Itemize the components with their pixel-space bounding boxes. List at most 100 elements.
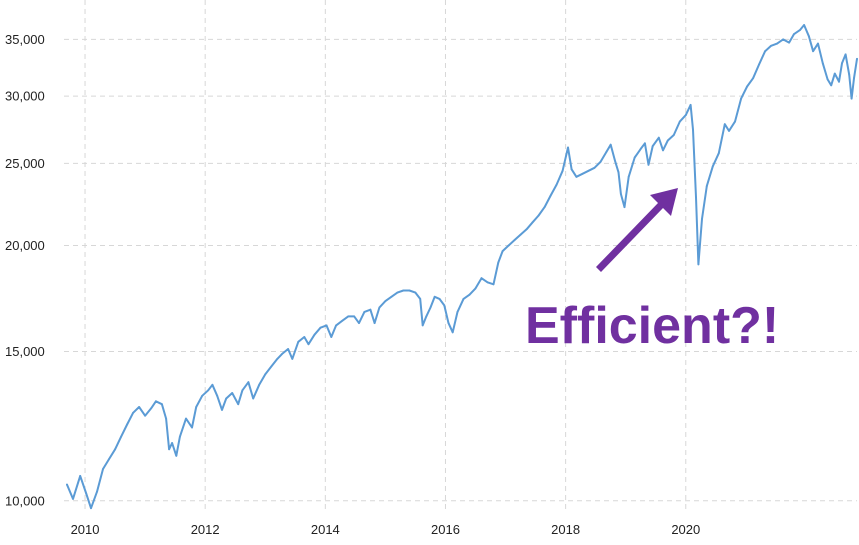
data-point xyxy=(570,168,573,171)
data-point xyxy=(853,77,855,80)
data-point xyxy=(821,62,824,65)
data-point xyxy=(782,38,784,41)
data-point xyxy=(507,244,510,247)
data-point xyxy=(108,458,110,460)
data-point xyxy=(433,295,436,298)
data-point xyxy=(221,409,223,411)
grid-lines xyxy=(64,0,857,512)
data-point xyxy=(519,233,522,236)
data-point xyxy=(575,175,578,178)
annotation-arrow xyxy=(596,188,678,272)
y-tick-label: 25,000 xyxy=(5,156,45,171)
x-tick-label: 2014 xyxy=(311,522,340,537)
data-point xyxy=(627,175,630,178)
data-point xyxy=(599,161,602,163)
data-point xyxy=(347,315,350,318)
data-point xyxy=(144,414,147,417)
y-tick-label: 10,000 xyxy=(5,493,45,508)
data-point xyxy=(692,128,694,131)
data-point xyxy=(697,263,700,266)
data-point xyxy=(537,214,540,217)
data-point xyxy=(587,169,590,172)
data-point xyxy=(752,77,754,80)
data-point xyxy=(844,53,847,56)
data-point xyxy=(138,406,141,408)
data-point xyxy=(171,442,174,444)
series-layer xyxy=(66,24,858,510)
data-point xyxy=(373,322,376,324)
data-point xyxy=(390,295,393,298)
data-point xyxy=(429,306,432,309)
data-point xyxy=(651,145,654,148)
data-point xyxy=(425,315,428,318)
data-point xyxy=(201,394,204,397)
data-point xyxy=(369,308,372,311)
x-tick-label: 2010 xyxy=(71,522,100,537)
data-point xyxy=(717,152,720,155)
data-point xyxy=(701,218,703,220)
data-point xyxy=(623,206,626,209)
data-point xyxy=(841,62,843,65)
data-point xyxy=(247,381,250,384)
data-point xyxy=(341,319,344,322)
data-point xyxy=(179,435,181,438)
data-point xyxy=(264,373,267,376)
y-tick-label: 20,000 xyxy=(5,238,45,253)
x-tick-label: 2018 xyxy=(551,522,580,537)
y-tick-label: 30,000 xyxy=(5,89,45,104)
data-point xyxy=(567,146,569,149)
x-tick-label: 2012 xyxy=(191,522,220,537)
data-point xyxy=(705,185,708,188)
data-point xyxy=(633,156,636,159)
data-point xyxy=(605,150,608,153)
data-point xyxy=(456,311,459,313)
data-point xyxy=(120,435,122,438)
data-point xyxy=(313,333,316,336)
data-point xyxy=(85,492,88,495)
data-point xyxy=(555,183,558,186)
data-point xyxy=(90,507,92,510)
data-point xyxy=(817,42,819,45)
data-point xyxy=(237,403,240,406)
data-point xyxy=(850,97,853,100)
data-point xyxy=(740,97,742,100)
data-point xyxy=(492,283,495,286)
data-point xyxy=(252,397,255,400)
data-point xyxy=(79,475,82,477)
data-point xyxy=(647,163,650,166)
data-point xyxy=(474,287,477,290)
data-point xyxy=(531,221,534,224)
data-point xyxy=(447,322,450,324)
data-point xyxy=(639,148,642,150)
data-point xyxy=(728,130,730,132)
data-point xyxy=(609,143,612,146)
data-point xyxy=(808,35,810,38)
data-point xyxy=(581,172,584,175)
data-point xyxy=(438,298,441,300)
data-point xyxy=(833,72,836,75)
data-point xyxy=(593,166,596,169)
data-point xyxy=(330,336,333,338)
x-tick-label: 2016 xyxy=(431,522,460,537)
data-point xyxy=(711,165,714,168)
data-point xyxy=(396,291,399,294)
data-point xyxy=(617,171,620,174)
data-point xyxy=(462,298,465,300)
data-point xyxy=(486,281,489,284)
data-point xyxy=(614,159,616,162)
data-point xyxy=(644,142,646,145)
data-point xyxy=(297,340,300,343)
data-point xyxy=(155,400,157,403)
data-point xyxy=(281,353,283,355)
data-point xyxy=(66,483,68,486)
data-point xyxy=(525,228,528,231)
data-point xyxy=(402,289,405,292)
y-tick-label: 15,000 xyxy=(5,344,45,359)
data-point xyxy=(126,423,128,426)
y-tick-label: 35,000 xyxy=(5,32,45,47)
data-point xyxy=(830,84,833,87)
data-point xyxy=(758,63,760,66)
data-point xyxy=(419,298,422,300)
data-point xyxy=(776,42,778,45)
